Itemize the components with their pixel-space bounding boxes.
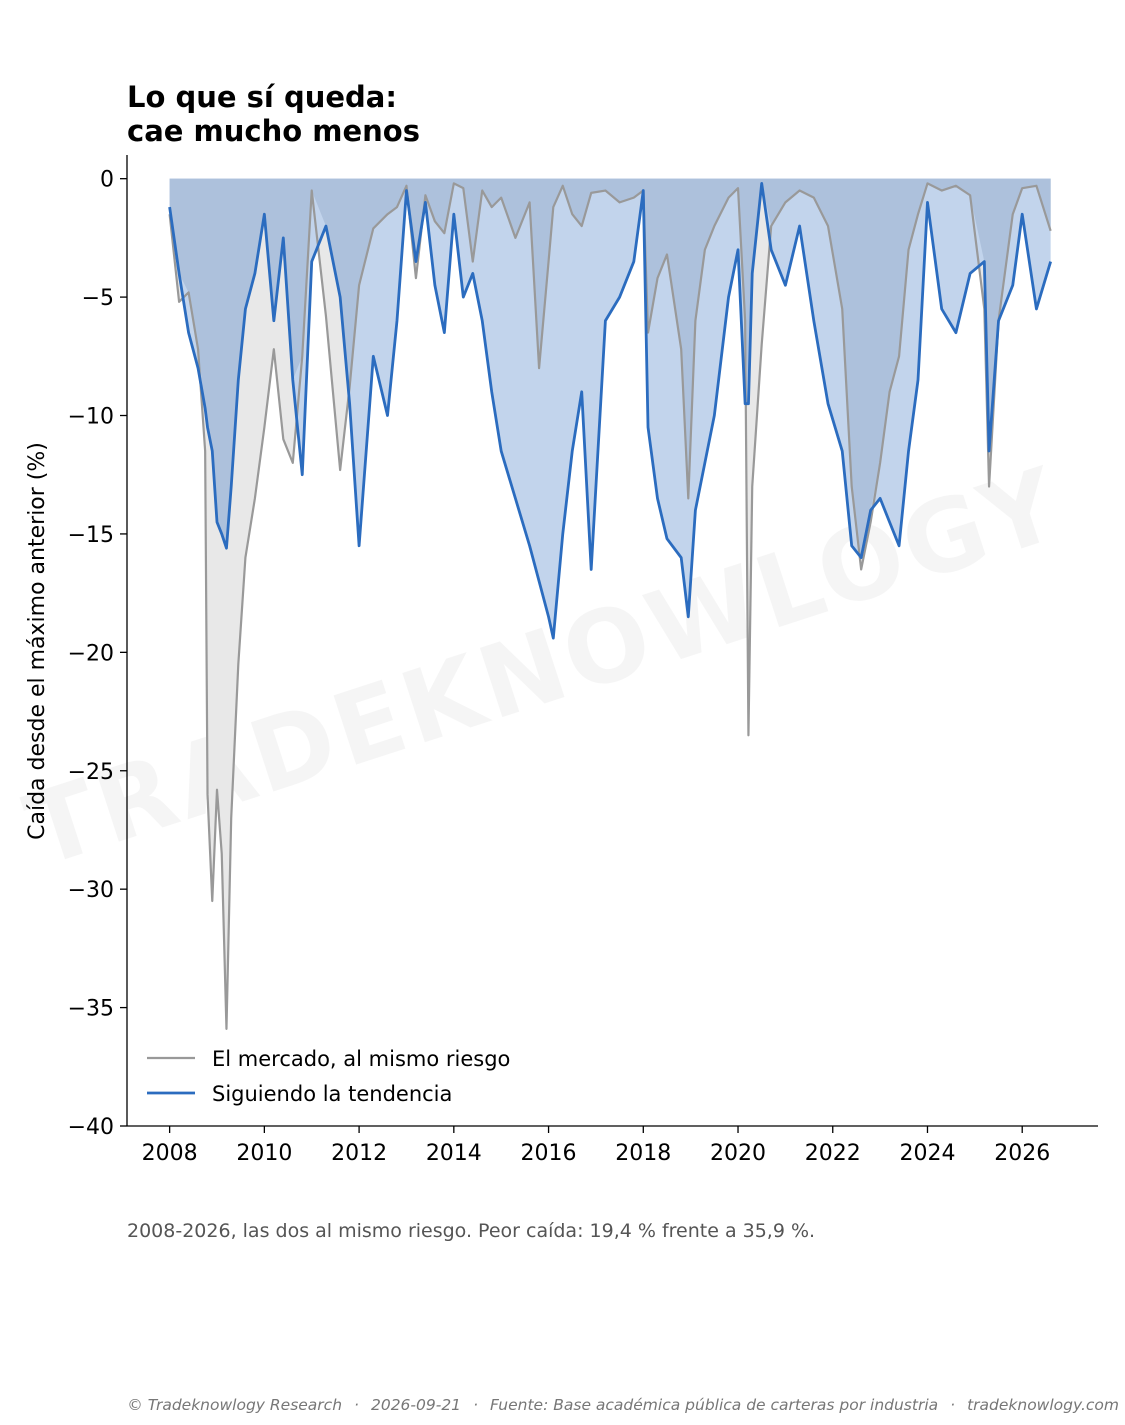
title-line-2: cae mucho menos (127, 114, 420, 148)
x-tick-label: 2008 (142, 1141, 198, 1166)
chart-title: Lo que sí queda: cae mucho menos (127, 80, 420, 148)
x-tick-label: 2016 (521, 1141, 577, 1166)
y-tick-label: −5 (82, 286, 114, 311)
x-tick-label: 2024 (899, 1141, 955, 1166)
overlap-drawdown-area (169, 178, 1051, 558)
x-tick-label: 2012 (331, 1141, 387, 1166)
x-tick-label: 2014 (426, 1141, 482, 1166)
x-tick-label: 2010 (236, 1141, 292, 1166)
legend-label-market: El mercado, al mismo riesgo (212, 1047, 510, 1071)
x-tick-label: 2018 (615, 1141, 671, 1166)
x-tick-label: 2026 (994, 1141, 1050, 1166)
y-tick-label: −15 (68, 523, 114, 548)
footer: © Tradeknowlogy Research · 2026-09-21 · Fuen… (127, 1396, 1119, 1414)
x-tick-label: 2022 (805, 1141, 861, 1166)
footer-date: 2026-09-21 (370, 1396, 462, 1414)
x-tick-label: 2020 (710, 1141, 766, 1166)
y-tick-label: −35 (68, 997, 114, 1022)
footer-separator: · (354, 1396, 359, 1414)
y-tick-label: −20 (68, 641, 114, 666)
y-tick-label: −10 (68, 405, 114, 430)
y-tick-label: −30 (68, 878, 114, 903)
y-tick-label: −40 (68, 1115, 114, 1140)
footer-copyright: © Tradeknowlogy Research (127, 1396, 343, 1414)
y-tick-label: 0 (100, 168, 114, 193)
y-axis-label: Caída desde el máximo anterior (%) (25, 442, 50, 840)
drawdown-chart: TRADEKNOWLOGY 0−5−10−15−20−25−30−35−40 2… (13, 155, 1098, 1166)
footer-site: tradeknowlogy.com (967, 1396, 1119, 1414)
y-tick-label: −25 (68, 760, 114, 785)
legend-label-trend: Siguiendo la tendencia (212, 1082, 452, 1106)
trend-drawdown-area (169, 178, 1051, 639)
legend: El mercado, al mismo riesgo Siguiendo la… (147, 1047, 510, 1106)
market-series-line (168, 182, 1052, 1030)
chart-subtitle: 2008-2026, las dos al mismo riesgo. Peor… (127, 1220, 816, 1242)
footer-separator: · (950, 1396, 956, 1414)
footer-separator: · (473, 1396, 478, 1414)
footer-source: Fuente: Base académica pública de carter… (490, 1396, 939, 1414)
trend-series-line (168, 182, 1052, 640)
title-line-1: Lo que sí queda: (127, 80, 397, 114)
